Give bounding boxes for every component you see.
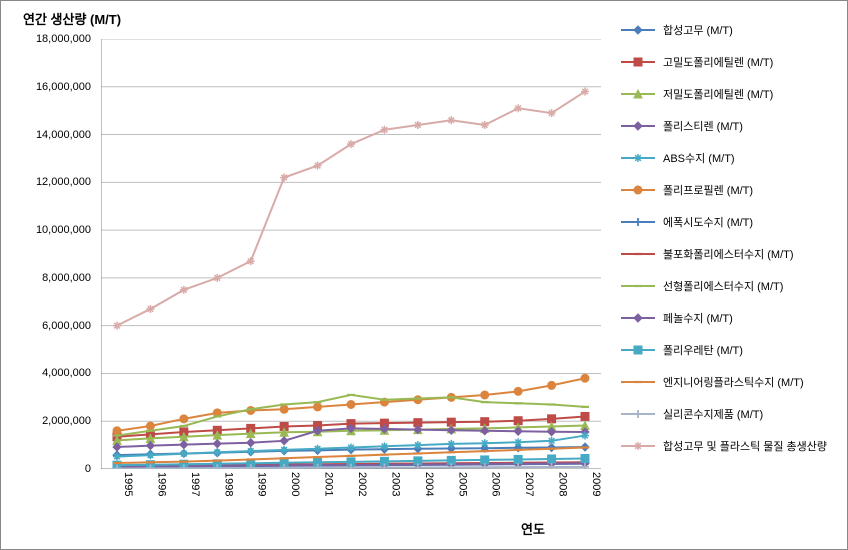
y-tick-label: 8,000,000 bbox=[1, 272, 91, 284]
legend: 합성고무 (M/T) 고밀도폴리에틸렌 (M/T) 저밀도폴리에틸렌 (M/T) 폴리… bbox=[621, 21, 841, 455]
legend-label: 선형폴리에스터수지 (M/T) bbox=[663, 278, 783, 294]
legend-label: 페놀수지 (M/T) bbox=[663, 310, 733, 326]
legend-swatch bbox=[621, 279, 655, 293]
legend-label: 폴리우레탄 (M/T) bbox=[663, 342, 743, 358]
x-tick-label: 1996 bbox=[155, 472, 167, 496]
y-tick-label: 12,000,000 bbox=[1, 176, 91, 188]
legend-label: 엔지니어링플라스틱수지 (M/T) bbox=[663, 374, 804, 390]
x-tick-label: 2004 bbox=[423, 472, 435, 496]
x-axis-title: 연도 bbox=[521, 519, 545, 538]
legend-swatch bbox=[621, 151, 655, 165]
x-tick-label: 1999 bbox=[256, 472, 268, 496]
legend-swatch bbox=[621, 247, 655, 261]
legend-item: ABS수지 (M/T) bbox=[621, 149, 841, 167]
legend-item: 폴리프로필렌 (M/T) bbox=[621, 181, 841, 199]
x-tick-label: 2000 bbox=[289, 472, 301, 496]
y-tick-label: 18,000,000 bbox=[1, 33, 91, 45]
legend-item: 페놀수지 (M/T) bbox=[621, 309, 841, 327]
y-tick-label: 0 bbox=[1, 463, 91, 475]
legend-swatch bbox=[621, 55, 655, 69]
legend-label: 저밀도폴리에틸렌 (M/T) bbox=[663, 86, 773, 102]
x-tick-label: 2008 bbox=[557, 472, 569, 496]
x-tick-label: 2001 bbox=[323, 472, 335, 496]
legend-item: 저밀도폴리에틸렌 (M/T) bbox=[621, 85, 841, 103]
legend-swatch bbox=[621, 87, 655, 101]
legend-swatch bbox=[621, 215, 655, 229]
y-axis-title: 연간 생산량 (M/T) bbox=[23, 9, 121, 28]
y-tick-label: 2,000,000 bbox=[1, 415, 91, 427]
x-tick-label: 1995 bbox=[122, 472, 134, 496]
legend-label: ABS수지 (M/T) bbox=[663, 150, 735, 166]
legend-item: 실리콘수지제품 (M/T) bbox=[621, 405, 841, 423]
legend-item: 불포화폴리에스터수지 (M/T) bbox=[621, 245, 841, 263]
x-tick-label: 2006 bbox=[490, 472, 502, 496]
legend-item: 합성고무 (M/T) bbox=[621, 21, 841, 39]
legend-item: 에폭시도수지 (M/T) bbox=[621, 213, 841, 231]
legend-item: 합성고무 및 플라스틱 물질 총생산량 bbox=[621, 437, 841, 455]
y-tick-label: 6,000,000 bbox=[1, 320, 91, 332]
x-tick-label: 2009 bbox=[590, 472, 602, 496]
y-tick-label: 10,000,000 bbox=[1, 224, 91, 236]
legend-item: 고밀도폴리에틸렌 (M/T) bbox=[621, 53, 841, 71]
y-tick-label: 14,000,000 bbox=[1, 129, 91, 141]
legend-item: 엔지니어링플라스틱수지 (M/T) bbox=[621, 373, 841, 391]
x-tick-label: 2002 bbox=[356, 472, 368, 496]
x-tick-label: 2003 bbox=[389, 472, 401, 496]
legend-swatch bbox=[621, 23, 655, 37]
legend-label: 에폭시도수지 (M/T) bbox=[663, 214, 753, 230]
legend-item: 폴리스티렌 (M/T) bbox=[621, 117, 841, 135]
y-tick-label: 16,000,000 bbox=[1, 81, 91, 93]
x-tick-label: 2005 bbox=[456, 472, 468, 496]
y-tick-label: 4,000,000 bbox=[1, 367, 91, 379]
legend-label: 합성고무 (M/T) bbox=[663, 22, 733, 38]
plot-area bbox=[101, 39, 601, 469]
legend-label: 고밀도폴리에틸렌 (M/T) bbox=[663, 54, 773, 70]
legend-label: 합성고무 및 플라스틱 물질 총생산량 bbox=[663, 438, 827, 454]
x-tick-label: 2007 bbox=[523, 472, 535, 496]
x-tick-label: 1998 bbox=[222, 472, 234, 496]
legend-swatch bbox=[621, 343, 655, 357]
legend-label: 실리콘수지제품 (M/T) bbox=[663, 406, 763, 422]
legend-swatch bbox=[621, 119, 655, 133]
legend-label: 불포화폴리에스터수지 (M/T) bbox=[663, 246, 794, 262]
legend-item: 선형폴리에스터수지 (M/T) bbox=[621, 277, 841, 295]
legend-item: 폴리우레탄 (M/T) bbox=[621, 341, 841, 359]
series bbox=[113, 88, 589, 330]
legend-label: 폴리프로필렌 (M/T) bbox=[663, 182, 753, 198]
legend-swatch bbox=[621, 407, 655, 421]
legend-swatch bbox=[621, 311, 655, 325]
legend-swatch bbox=[621, 439, 655, 453]
plot-svg bbox=[101, 39, 601, 469]
legend-swatch bbox=[621, 375, 655, 389]
legend-label: 폴리스티렌 (M/T) bbox=[663, 118, 743, 134]
x-tick-label: 1997 bbox=[189, 472, 201, 496]
chart-frame: 연간 생산량 (M/T) 연도 0 2,000,000 4,000,000 6,000… bbox=[0, 0, 848, 550]
legend-swatch bbox=[621, 183, 655, 197]
